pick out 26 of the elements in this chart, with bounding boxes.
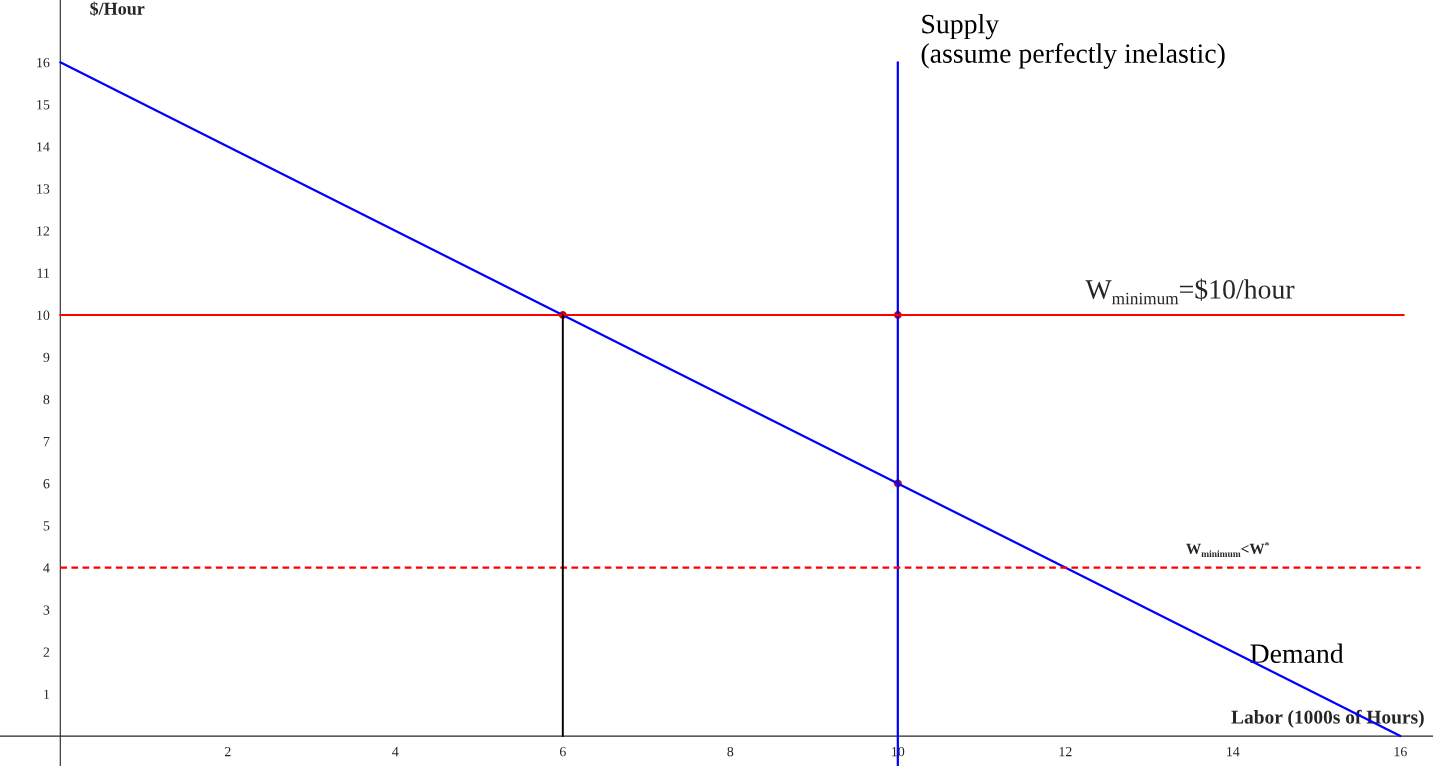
y-tick-label: 3 [43,605,50,615]
y-tick-label: 4 [43,563,50,573]
y-axis-title: $/Hour [90,1,145,17]
x-tick-label: 8 [727,746,734,757]
x-tick-label: 4 [392,747,399,757]
y-tick-label: 6 [43,479,50,489]
y-tick-label: 9 [43,352,50,363]
series-label: Supply (assume perfectly inelastic) [921,13,1225,69]
x-tick-label: 14 [1227,746,1240,757]
y-tick-label: 15 [37,100,50,110]
y-tick-label: 10 [37,310,50,320]
y-tick-label: 12 [37,226,50,236]
y-tick-label: 5 [43,521,50,531]
series-label: Demand [1250,643,1344,664]
y-tick-label: 7 [43,437,50,447]
y-tick-label: 2 [43,647,50,657]
x-tick-label: 2 [224,746,231,757]
x-tick-label: 12 [1059,746,1072,757]
y-tick-label: 14 [37,142,50,152]
x-tick-label: 16 [1394,746,1407,757]
y-tick-label: 8 [43,394,50,405]
x-tick-label: 6 [559,746,566,757]
y-tick-label: 11 [37,268,50,278]
y-tick-label: 13 [37,184,50,194]
y-tick-label: 1 [44,689,50,699]
y-tick-label: 16 [37,57,50,68]
